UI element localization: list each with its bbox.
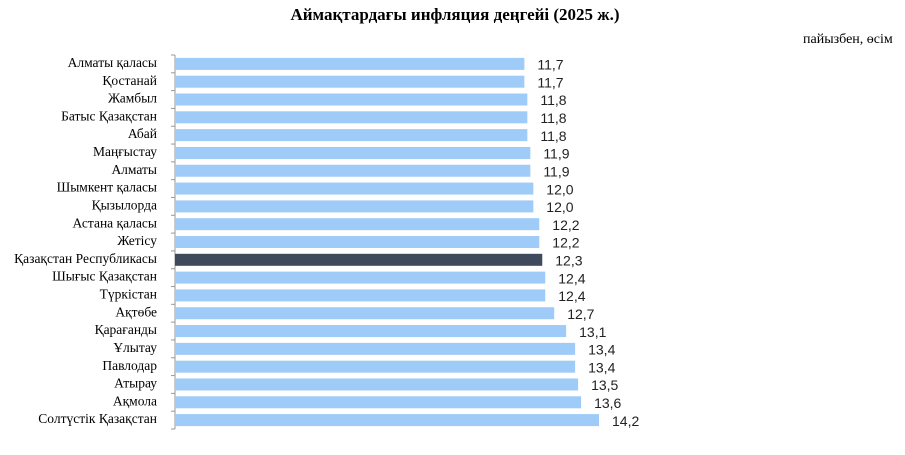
bar: [175, 93, 528, 106]
value-label: 13,5: [591, 377, 618, 393]
y-tick-label: Атырау: [114, 376, 157, 391]
value-label: 12,0: [546, 181, 573, 197]
chart-title: Аймақтардағы инфляция деңгейі (2025 ж.): [290, 5, 619, 24]
value-label: 12,3: [555, 253, 582, 269]
bar: [175, 414, 599, 427]
bar: [175, 182, 534, 195]
value-label: 13,4: [588, 342, 615, 358]
y-tick-label: Қызылорда: [92, 197, 157, 212]
value-label: 11,9: [543, 163, 569, 179]
bar: [175, 164, 531, 177]
y-tick-label: Батыс Қазақстан: [61, 108, 157, 123]
bar: [175, 307, 555, 320]
bar: [175, 146, 531, 159]
bar: [175, 57, 525, 70]
bar: [175, 271, 546, 284]
value-label: 11,7: [537, 57, 563, 73]
value-label: 13,1: [579, 324, 606, 340]
y-tick-label: Түркістан: [100, 287, 157, 302]
bar: [175, 289, 546, 302]
y-tick-label: Маңғыстау: [93, 144, 157, 159]
y-tick-label: Қазақстан Республикасы: [14, 251, 157, 266]
value-label: 12,7: [567, 306, 594, 322]
value-label: 12,0: [546, 199, 573, 215]
value-label: 12,4: [558, 288, 585, 304]
y-tick-label: Ұлытау: [113, 340, 157, 355]
value-label: 12,2: [552, 235, 579, 251]
bar: [175, 200, 534, 213]
value-label: 11,8: [540, 128, 566, 144]
value-label: 11,9: [543, 146, 569, 162]
bar: [175, 218, 540, 231]
y-tick-label: Шығыс Қазақстан: [52, 269, 157, 284]
bar: [175, 378, 579, 391]
y-tick-label: Абай: [128, 126, 157, 141]
bar: [175, 253, 543, 266]
y-tick-label: Қарағанды: [95, 322, 157, 337]
y-tick-label: Ақтөбе: [115, 304, 157, 319]
value-label: 11,8: [540, 92, 566, 108]
y-tick-label: Шымкент қаласы: [57, 180, 157, 195]
value-label: 14,2: [612, 413, 639, 429]
bar: [175, 325, 567, 338]
y-tick-label: Астана қаласы: [72, 215, 157, 230]
y-tick-label: Қостанай: [102, 73, 157, 88]
y-tick-label: Солтүстік Қазақстан: [38, 411, 157, 426]
value-label: 11,7: [537, 74, 563, 90]
y-tick-label: Павлодар: [102, 358, 157, 373]
value-label: 12,2: [552, 217, 579, 233]
bar: [175, 360, 576, 373]
value-label: 13,4: [588, 359, 615, 375]
value-label: 12,4: [558, 270, 585, 286]
bar: [175, 129, 528, 142]
bar: [175, 75, 525, 88]
bar: [175, 236, 540, 248]
value-label: 11,8: [540, 110, 566, 126]
value-label: 13,6: [594, 395, 621, 411]
y-tick-label: Алматы қаласы: [68, 55, 157, 70]
y-tick-label: Жамбыл: [108, 91, 157, 106]
bar: [175, 111, 528, 124]
bar: [175, 396, 582, 409]
y-tick-label: Жетісу: [117, 233, 157, 248]
y-tick-label: Алматы: [111, 162, 157, 177]
chart-subtitle: пайызбен, өсім: [803, 32, 893, 47]
y-tick-label: Ақмола: [113, 393, 157, 408]
bar: [175, 342, 576, 355]
